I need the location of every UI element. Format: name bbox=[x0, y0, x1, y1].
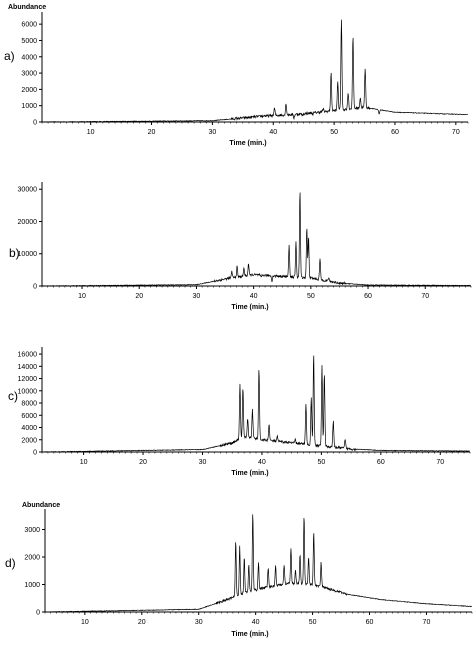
y-tick-label: 30000 bbox=[18, 187, 38, 194]
x-axis-label: Time (min.) bbox=[231, 304, 268, 311]
y-tick-label: 2000 bbox=[24, 555, 40, 562]
chromatogram-trace bbox=[44, 514, 472, 613]
y-tick-label: 5000 bbox=[21, 38, 37, 45]
x-tick-label: 70 bbox=[421, 293, 429, 300]
y-axis-label: Abundance bbox=[8, 4, 46, 11]
x-tick-label: 30 bbox=[209, 129, 217, 136]
x-tick-label: 70 bbox=[452, 129, 460, 136]
y-tick-label: 14000 bbox=[18, 364, 38, 371]
y-tick-label: 10000 bbox=[18, 251, 38, 258]
y-tick-label: 10000 bbox=[18, 388, 38, 395]
x-tick-label: 10 bbox=[80, 459, 88, 466]
x-tick-label: 40 bbox=[252, 619, 260, 626]
panel-label: c) bbox=[8, 389, 18, 403]
x-tick-label: 20 bbox=[139, 459, 147, 466]
y-tick-label: 4000 bbox=[21, 54, 37, 61]
x-tick-label: 30 bbox=[199, 459, 207, 466]
y-tick-label: 0 bbox=[36, 610, 40, 617]
x-tick-label: 40 bbox=[258, 459, 266, 466]
chromatogram-panel-1: 10 20 30 40 50 60 70 1000 2000 3000 4000 5000 6000 0 a… bbox=[4, 4, 469, 147]
x-tick-label: 40 bbox=[250, 293, 258, 300]
x-tick-label: 20 bbox=[138, 619, 146, 626]
y-tick-label: 0 bbox=[33, 284, 37, 291]
y-axis-label: Abundance bbox=[22, 502, 60, 509]
y-tick-label: 0 bbox=[33, 450, 37, 457]
y-tick-label: 4000 bbox=[21, 425, 37, 432]
y-tick-label: 3000 bbox=[21, 71, 37, 78]
x-axis-label: Time (min.) bbox=[231, 470, 268, 477]
x-tick-label: 30 bbox=[193, 293, 201, 300]
x-tick-label: 10 bbox=[78, 293, 86, 300]
y-tick-label: 2000 bbox=[21, 437, 37, 444]
y-tick-label: 12000 bbox=[18, 376, 38, 383]
x-tick-label: 60 bbox=[366, 619, 374, 626]
y-tick-label: 1000 bbox=[24, 582, 40, 589]
y-tick-label: 6000 bbox=[21, 22, 37, 29]
x-tick-label: 60 bbox=[377, 459, 385, 466]
chromatogram-panel-3: 10 20 30 40 50 60 70 2000 4000 6000 8000 10000 12000… bbox=[8, 347, 471, 477]
x-tick-label: 70 bbox=[436, 459, 444, 466]
x-tick-label: 60 bbox=[364, 293, 372, 300]
x-tick-label: 50 bbox=[309, 619, 317, 626]
x-tick-label: 10 bbox=[87, 129, 95, 136]
x-tick-label: 20 bbox=[148, 129, 156, 136]
chromatogram-trace bbox=[41, 19, 468, 123]
x-tick-label: 60 bbox=[391, 129, 399, 136]
x-tick-label: 50 bbox=[317, 459, 325, 466]
y-tick-label: 20000 bbox=[18, 219, 38, 226]
panel-label: a) bbox=[4, 49, 15, 63]
x-tick-label: 20 bbox=[135, 293, 143, 300]
x-tick-label: 10 bbox=[81, 619, 89, 626]
x-tick-label: 50 bbox=[330, 129, 338, 136]
x-axis-label: Time (min.) bbox=[229, 140, 266, 147]
y-tick-label: 1000 bbox=[21, 103, 37, 110]
x-tick-label: 70 bbox=[423, 619, 431, 626]
x-axis-label: Time (min.) bbox=[231, 631, 268, 638]
x-tick-label: 50 bbox=[307, 293, 315, 300]
chromatogram-panel-4: 10 20 30 40 50 60 70 1000 2000 3000 0 d) Abundance Ti… bbox=[5, 502, 473, 638]
x-tick-label: 30 bbox=[195, 619, 203, 626]
chromatogram-trace bbox=[42, 355, 470, 453]
y-tick-label: 3000 bbox=[24, 527, 40, 534]
panel-label: b) bbox=[9, 246, 20, 260]
y-tick-label: 16000 bbox=[18, 352, 38, 359]
panel-label: d) bbox=[5, 556, 16, 570]
chromatogram-panel-2: 10 20 30 40 50 60 70 10000 20000 30000 0 b) Time (mi… bbox=[9, 182, 472, 311]
y-tick-label: 6000 bbox=[21, 413, 37, 420]
y-tick-label: 0 bbox=[33, 120, 37, 127]
y-tick-label: 8000 bbox=[21, 401, 37, 408]
x-tick-label: 40 bbox=[269, 129, 277, 136]
y-tick-label: 2000 bbox=[21, 87, 37, 94]
chromatogram-trace bbox=[41, 192, 471, 287]
